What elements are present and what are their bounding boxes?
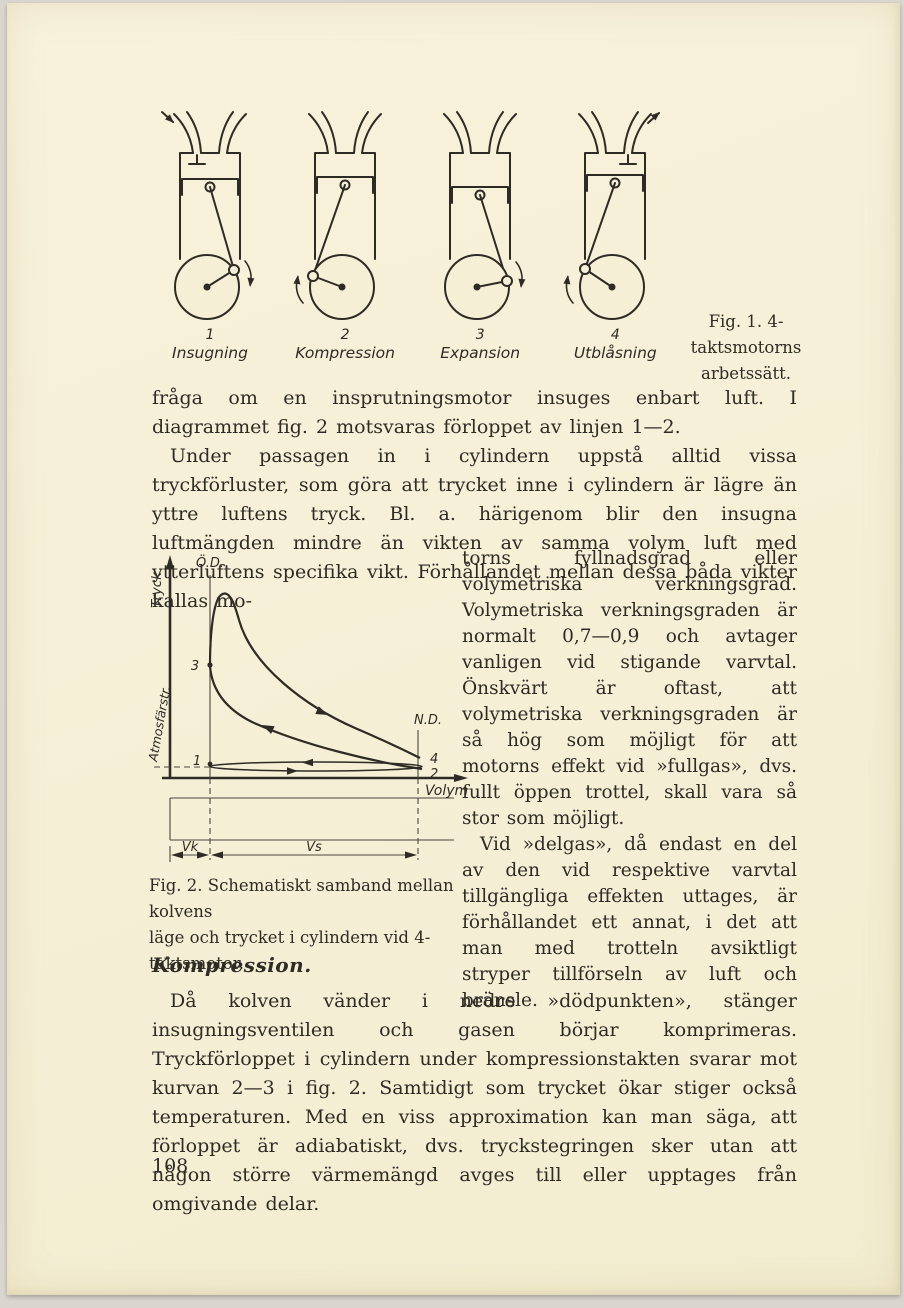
fig2-point2-label: 2 (430, 767, 438, 782)
engine-cylinder-exhaust-drawing (563, 111, 661, 320)
fig2-clearance-volume-label: Vk (182, 840, 199, 855)
fig2-tdc-label: Ö.D. (196, 554, 224, 571)
fig2-stroke-volume-label: Vs (306, 840, 322, 855)
stroke-number: 1 (205, 327, 215, 343)
stroke-label: Utblåsning (573, 344, 657, 362)
fig2-bdc-label: N.D. (414, 713, 442, 728)
figure-2-caption-line2: läge och trycket i cylindern vid 4-takts… (149, 928, 431, 973)
figure-1-caption-line1: Fig. 1. 4-taktsmotorns (690, 312, 802, 357)
paragraph-fill-full: Under passagen in i cylindern uppstå all… (152, 445, 797, 612)
engine-cylinder-intake-drawing (161, 111, 255, 320)
right-column-text: torns fyllnadsgrad eller volymetriska ve… (462, 546, 797, 1014)
fig1-stroke-expansion: 3 Expansion (415, 111, 545, 362)
section-heading-kompression: Kompression. (152, 953, 312, 977)
paragraph-intro: fråga om en insprutningsmotor insuges en… (152, 387, 797, 438)
figure-2-caption-line1: Fig. 2. Schematiskt samband mellan kolve… (149, 876, 454, 921)
figure-1-caption-line2: arbetssätt. (701, 364, 791, 383)
figure-2-pv-diagram: Ö.D. N.D. Tryck Atmosfärstr. Volym 3 1 4… (145, 554, 468, 862)
stroke-label: Expansion (440, 344, 521, 362)
engine-cylinder-compression-drawing (293, 111, 383, 320)
paragraph-delgas: Vid »delgas», då endast en del av den vi… (462, 834, 797, 1011)
fig1-stroke-compression: 2 Kompression (280, 111, 410, 362)
figure-1-caption: Fig. 1. 4-taktsmotorns arbetssätt. (655, 309, 837, 387)
fig2-point3-label: 3 (191, 659, 199, 674)
fig2-point4-label: 4 (430, 752, 438, 767)
fig1-stroke-intake: 1 Insugning (145, 111, 275, 362)
stroke-number: 2 (340, 327, 350, 343)
figure-2-caption: Fig. 2. Schematiskt samband mellan kolve… (149, 873, 484, 977)
stroke-label: Kompression (295, 344, 395, 362)
fig1-stroke-exhaust: 4 Utblåsning (550, 111, 680, 362)
fig2-pressure-axis-label: Tryck (149, 571, 165, 608)
figure-1: 1 Insugning 2 Kompression (145, 111, 685, 362)
book-page: 1 Insugning 2 Kompression (7, 3, 900, 1295)
kompression-text-block: Då kolven vänder i nedre »dödpunkten», s… (152, 987, 797, 1219)
intro-text-block: fråga om en insprutningsmotor insuges en… (152, 384, 797, 616)
fig2-point1-label: 1 (193, 754, 201, 769)
fig2-volume-axis-label: Volym (425, 783, 468, 799)
engine-cylinder-expansion-drawing (443, 111, 526, 320)
stroke-label: Insugning (172, 344, 248, 362)
paragraph-kompression: Då kolven vänder i nedre »dödpunkten», s… (152, 990, 797, 1215)
stroke-number: 4 (610, 327, 620, 343)
page-number: 108 (152, 1155, 189, 1177)
paragraph-fill-column: torns fyllnadsgrad eller volymetriska ve… (462, 548, 797, 829)
stroke-number: 3 (475, 327, 485, 343)
